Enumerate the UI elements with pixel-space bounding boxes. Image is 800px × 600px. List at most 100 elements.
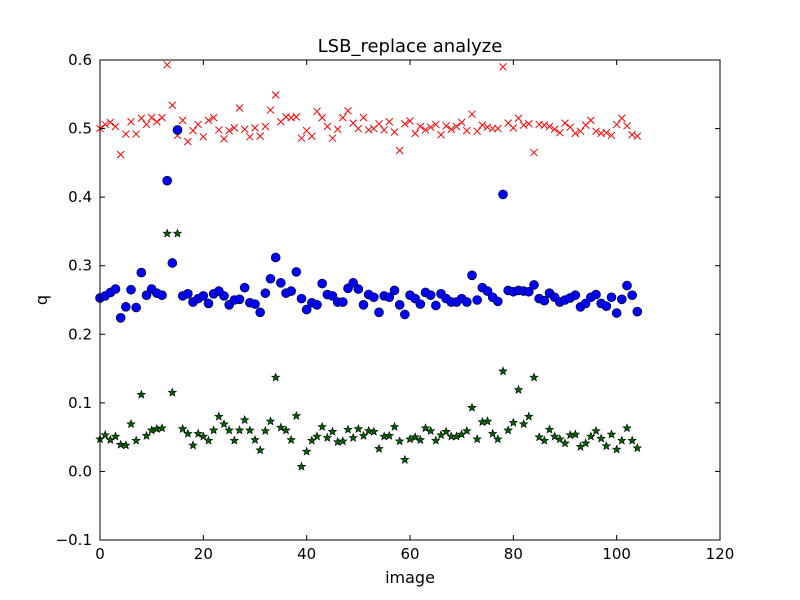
data-point-star (493, 434, 503, 444)
data-point-circle (157, 290, 167, 301)
data-point-circle (239, 282, 250, 293)
x-tick-label: 40 (297, 545, 316, 563)
data-point-star (487, 428, 498, 438)
data-point-star (255, 445, 265, 455)
data-point-star (518, 419, 529, 429)
data-point-x-marker (499, 63, 507, 71)
data-point-circle (369, 292, 379, 303)
data-point-x-marker (566, 123, 575, 132)
data-point-x-marker (204, 116, 213, 125)
data-point-star (198, 431, 209, 441)
data-point-star (384, 430, 395, 440)
data-point-star (462, 425, 472, 436)
data-point-circle (627, 290, 637, 301)
data-point-star (276, 422, 286, 432)
data-point-circle (260, 288, 271, 298)
data-point-star (405, 434, 415, 444)
data-point-x-marker (571, 129, 580, 138)
data-point-circle (570, 290, 581, 301)
data-point-circle (606, 292, 617, 303)
data-point-circle (270, 252, 281, 263)
data-point-x-marker (168, 101, 177, 110)
data-point-star (234, 425, 245, 435)
data-point-circle (622, 280, 632, 291)
y-tick-label: 0.2 (68, 325, 92, 343)
data-point-star (188, 440, 198, 450)
data-point-star (348, 432, 358, 442)
data-point-x-marker (116, 150, 125, 159)
data-point-circle (291, 267, 302, 277)
data-point-star (291, 410, 302, 420)
data-point-star (420, 423, 431, 433)
data-point-star (431, 435, 441, 445)
x-axis-label: image (385, 568, 435, 587)
data-point-star (281, 425, 291, 435)
data-point-star (627, 435, 637, 445)
data-point-x-marker (266, 106, 275, 114)
data-point-star (617, 435, 627, 445)
x-tick-label: 120 (706, 545, 735, 563)
data-point-x-marker (473, 127, 482, 136)
data-point-x-marker (426, 123, 435, 132)
data-point-x-marker (509, 124, 518, 132)
data-point-circle (384, 292, 395, 303)
data-point-circle (250, 299, 260, 309)
plot-frame (99, 59, 721, 541)
data-point-x-marker (240, 125, 249, 134)
data-point-x-marker (411, 129, 420, 138)
data-point-x-marker (307, 132, 316, 140)
data-point-x-marker (478, 121, 487, 129)
data-point-x-marker (359, 113, 368, 122)
data-point-x-marker (617, 114, 626, 123)
data-point-star (632, 443, 643, 453)
data-point-star (539, 435, 550, 445)
data-point-star (343, 424, 353, 434)
data-point-x-marker (390, 128, 399, 136)
data-point-x-marker (623, 121, 631, 130)
data-point-x-marker (313, 107, 321, 116)
data-point-star (400, 454, 410, 464)
data-point-star (508, 417, 519, 427)
data-point-x-marker (338, 113, 347, 122)
data-point-circle (296, 293, 307, 304)
y-tick-label: −0.1 (56, 531, 92, 549)
data-point-circle (389, 285, 400, 296)
data-point-x-marker (220, 135, 228, 143)
data-point-star (157, 423, 167, 433)
data-point-circle (539, 295, 550, 306)
data-point-x-marker (271, 91, 280, 99)
data-point-circle (265, 273, 276, 284)
data-point-star (622, 423, 632, 433)
data-point-star (394, 436, 405, 446)
data-point-circle (415, 299, 426, 309)
data-point-star (529, 372, 539, 382)
data-point-x-marker (209, 113, 218, 122)
data-point-x-marker (550, 125, 559, 134)
data-point-x-marker (101, 120, 110, 129)
data-point-circle (431, 300, 441, 311)
data-point-circle (353, 284, 364, 294)
data-point-x-marker (530, 148, 538, 157)
data-point-star (214, 411, 224, 421)
data-point-x-marker (333, 125, 342, 134)
data-point-x-marker (442, 121, 451, 130)
y-tick-label: 0.6 (68, 51, 92, 69)
data-point-x-marker (468, 110, 476, 119)
data-point-circle (467, 270, 477, 281)
data-point-star (208, 425, 219, 435)
data-point-x-marker (178, 116, 187, 125)
data-point-circle (348, 278, 358, 288)
data-point-circle (425, 290, 436, 301)
data-point-x-marker (447, 125, 456, 134)
data-point-x-marker (354, 124, 363, 133)
data-point-circle (141, 290, 152, 301)
series-circle (95, 125, 643, 323)
data-point-x-marker (462, 126, 471, 135)
data-point-x-marker (375, 119, 383, 128)
data-point-circle (338, 297, 348, 307)
data-point-star (126, 419, 136, 429)
data-point-x-marker (457, 118, 466, 127)
data-point-circle (462, 297, 472, 307)
y-tick-label: 0.3 (68, 257, 92, 275)
data-point-circle (234, 294, 245, 305)
